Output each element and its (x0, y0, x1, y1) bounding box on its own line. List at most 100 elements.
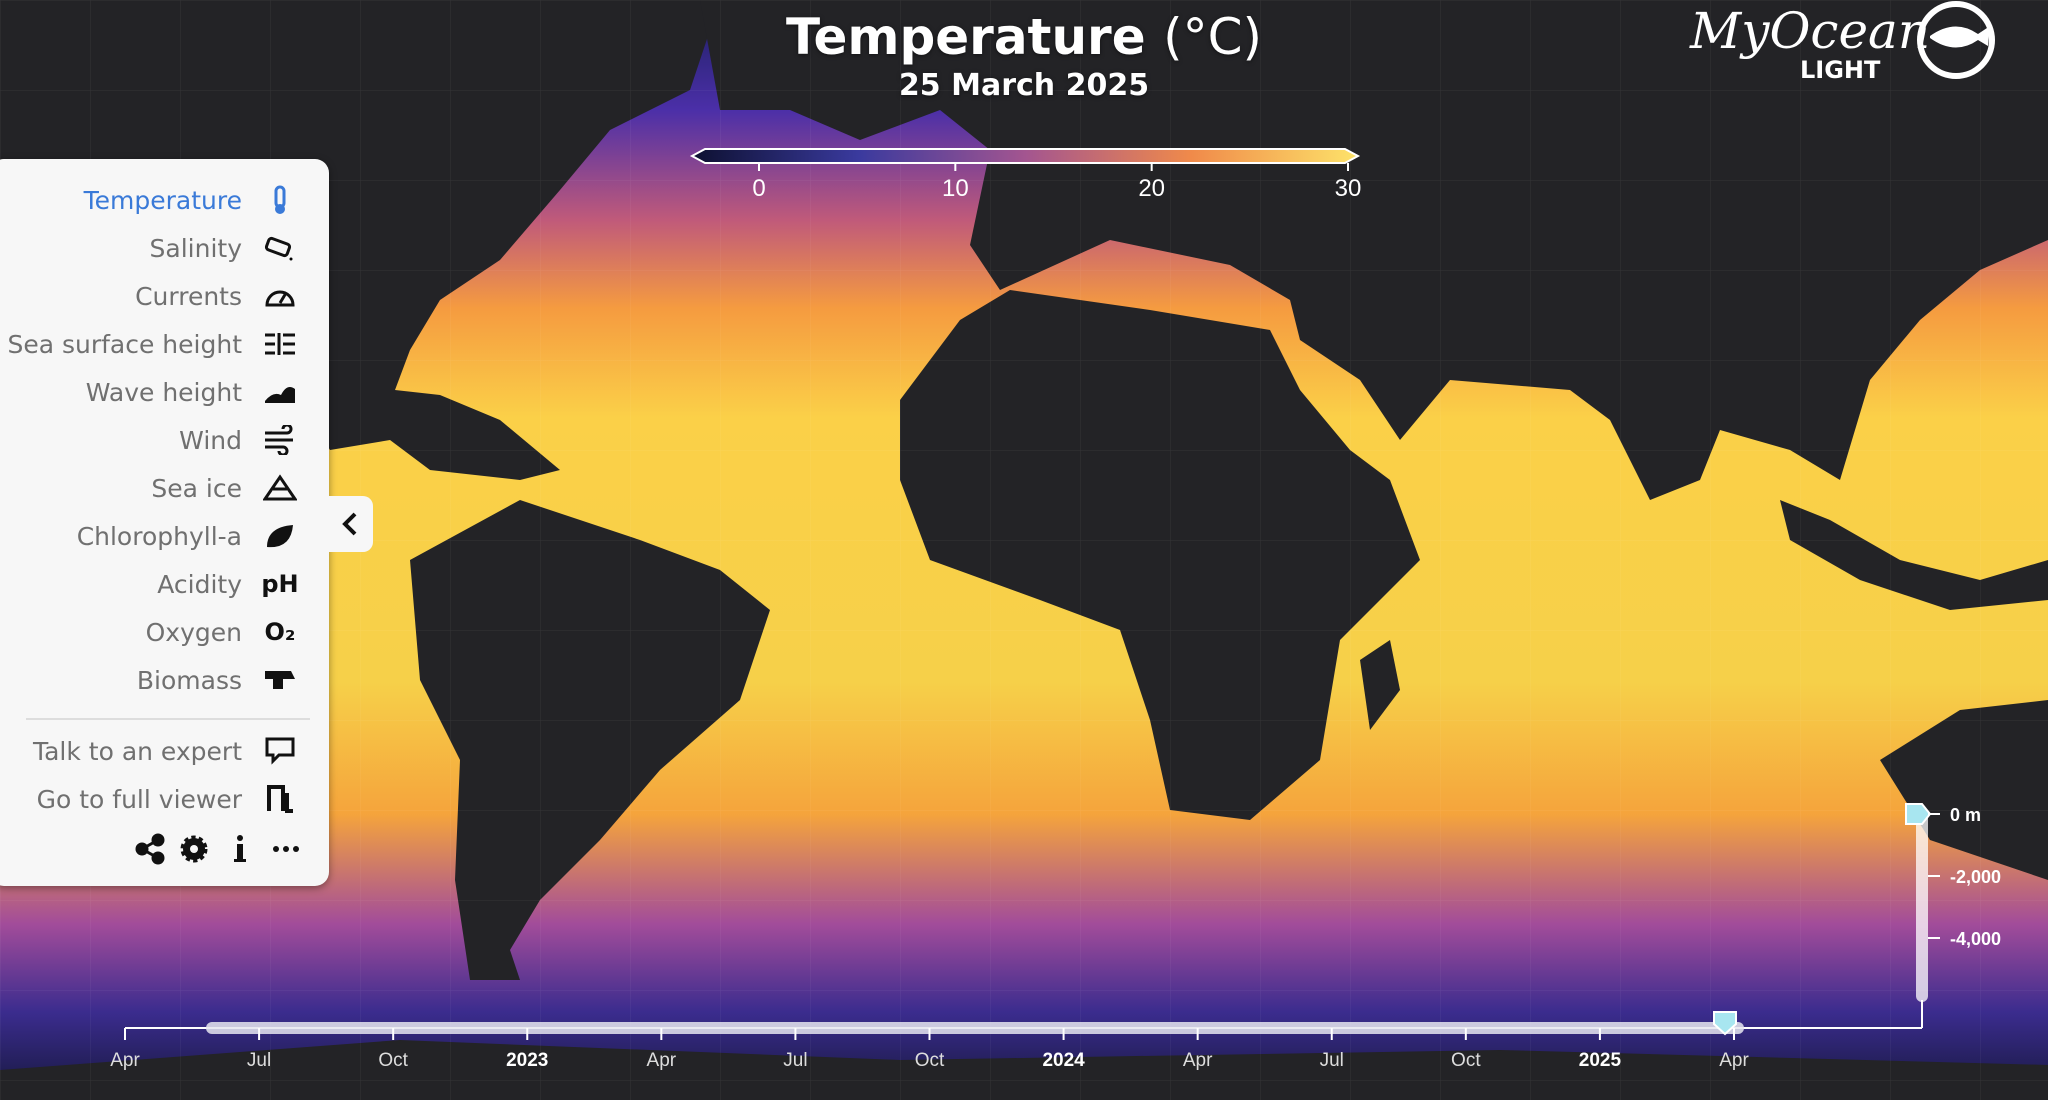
link-icon (267, 785, 293, 813)
separator (26, 718, 310, 720)
depth-slider[interactable] (1905, 803, 1932, 1002)
menu-icon (260, 781, 300, 817)
depth-track (1916, 812, 1928, 1002)
menu-label: Currents (135, 281, 242, 311)
depth-label: -4,000 (1950, 929, 2001, 949)
menu-item[interactable]: Wind (0, 420, 300, 460)
menu-label: Sea ice (151, 473, 242, 503)
menu-icon (260, 278, 300, 314)
timeline-label: Oct (378, 1050, 408, 1071)
timeline[interactable] (125, 1000, 1923, 1036)
layer-menu: Temperature Salinity Currents Sea surface h… (0, 159, 329, 886)
colorbar-ramp (689, 148, 1361, 164)
settings-button[interactable] (180, 835, 208, 863)
menu-item[interactable]: Wave height (0, 372, 300, 412)
timeline-label: Jul (1320, 1050, 1344, 1071)
logo[interactable]: MyOcean LIGHT (1689, 1, 1995, 84)
menu-item[interactable]: Biomass (0, 660, 300, 700)
chevron (342, 512, 357, 536)
link-icon (265, 737, 295, 765)
menu-label: Oxygen (145, 617, 242, 647)
menu-item[interactable]: Sea surface height (0, 324, 300, 364)
timeline-label: 2023 (506, 1050, 548, 1071)
colorbar (689, 148, 1361, 164)
title-unit: (°C) (1163, 8, 1262, 66)
depth-label: -2,000 (1950, 867, 2001, 887)
menu-label: Biomass (136, 665, 242, 695)
info-button[interactable] (234, 835, 246, 862)
colorbar-tick-label: 10 (942, 175, 969, 202)
menu-item[interactable]: Oxygen O₂ (0, 612, 300, 652)
title: Temperature (°C) (0, 8, 2048, 66)
menu-icon (260, 230, 300, 266)
header: Temperature (°C) 25 March 2025 (0, 8, 2048, 103)
timeline-label: Apr (1719, 1050, 1749, 1071)
timeline-labels: Apr Jul Oct 2023 Apr Jul Oct 2024 Apr Jul Oct 2025 A… (110, 1028, 1749, 1071)
menu-icon (274, 185, 286, 214)
menu-label: Wind (179, 425, 242, 455)
more-button[interactable] (273, 846, 299, 852)
timeline-handle[interactable] (1713, 1011, 1737, 1036)
colorbar-tick-label: 20 (1138, 175, 1165, 202)
menu-icon (260, 518, 300, 554)
depth-labels: 0 m -2,000 -4,000 (1928, 805, 2001, 949)
tool-icons (135, 833, 299, 865)
menu-link[interactable]: Talk to an expert (0, 731, 300, 771)
menu-label: Salinity (149, 233, 242, 263)
menu-icon: pH (261, 570, 299, 598)
depth-label: 0 m (1950, 805, 1981, 825)
menu-label: Temperature (83, 185, 242, 215)
menu-link[interactable]: Go to full viewer (0, 779, 300, 819)
title-text: Temperature (785, 8, 1146, 66)
menu-icon (265, 671, 295, 689)
menu-label: Acidity (157, 569, 242, 599)
timeline-range[interactable] (206, 1022, 1744, 1034)
menu-icon (265, 387, 295, 403)
logo-edition: LIGHT (1800, 56, 1881, 84)
timeline-label: 2025 (1579, 1050, 1622, 1071)
timeline-label: Apr (110, 1050, 140, 1071)
menu-label: Chlorophyll-a (76, 521, 242, 551)
colorbar-tick-label: 0 (752, 175, 765, 202)
menu-label: Go to full viewer (36, 784, 242, 814)
menu-icon (260, 662, 300, 698)
menu-icon: O₂ (264, 618, 296, 646)
menu-label: Sea surface height (7, 329, 242, 359)
menu-icon (265, 290, 295, 307)
menu-icon (267, 525, 293, 548)
menu-item[interactable]: Currents (0, 276, 300, 316)
logo-fish (1930, 26, 1990, 48)
menu-item[interactable]: Salinity (0, 228, 300, 268)
menu-icon (265, 333, 295, 355)
share-button[interactable] (135, 833, 165, 865)
timeline-label: Jul (783, 1050, 807, 1071)
menu-icon (260, 374, 300, 410)
collapse-tab[interactable] (329, 496, 373, 552)
timeline-label: 2024 (1042, 1050, 1085, 1071)
menu-icon (264, 236, 293, 261)
menu-icon (260, 326, 300, 362)
depth-handle[interactable] (1905, 803, 1932, 825)
menu-icon (260, 182, 300, 218)
menu-icon (260, 470, 300, 506)
menu-label: Talk to an expert (32, 736, 242, 766)
logo-name: MyOcean (1689, 2, 1930, 60)
menu-icon (260, 733, 300, 769)
timeline-label: Apr (1183, 1050, 1213, 1071)
menu-item[interactable]: Acidity pH (0, 564, 300, 604)
colorbar-ticks: 0 10 20 30 (752, 163, 1361, 202)
menu-icon (263, 474, 297, 501)
timeline-label: Jul (247, 1050, 271, 1071)
menu-item[interactable]: Sea ice (0, 468, 300, 508)
timeline-label: Oct (915, 1050, 945, 1071)
menu-item[interactable]: Chlorophyll-a (0, 516, 300, 556)
timeline-label: Oct (1451, 1050, 1481, 1071)
menu-label: Wave height (85, 377, 242, 407)
menu-item[interactable]: Temperature (0, 180, 300, 220)
timeline-label: Apr (647, 1050, 677, 1071)
menu-icon (265, 425, 293, 455)
logo-ring (1917, 1, 1995, 79)
menu-icon (260, 422, 300, 458)
